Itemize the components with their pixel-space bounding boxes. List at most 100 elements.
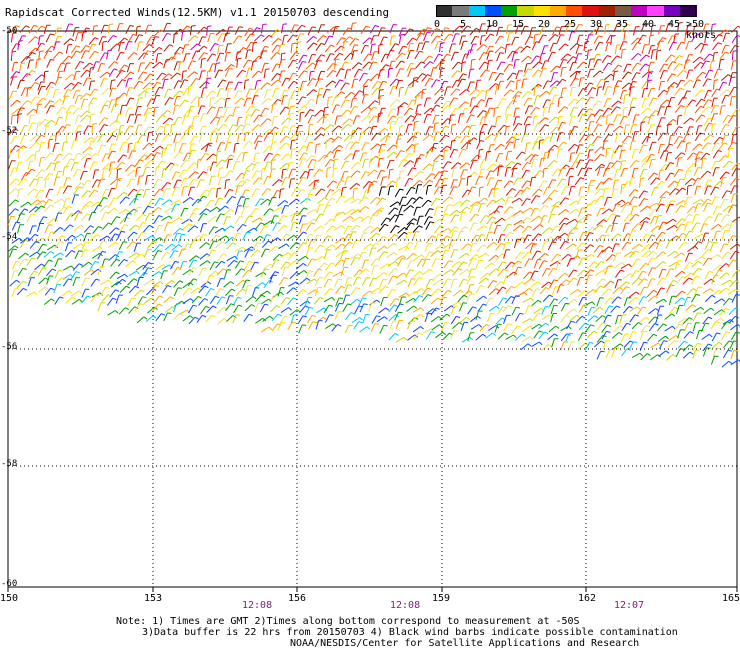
wind-barb [550,65,558,73]
wind-barb [478,252,487,259]
wind-barb [162,79,165,89]
wind-barb [430,67,434,77]
wind-barb [37,267,44,276]
wind-barb-flag [219,167,224,169]
wind-barb [38,216,44,225]
wind-barb [107,207,115,215]
wind-barb [187,213,194,222]
wind-barb [332,168,335,178]
wind-barb-flag [102,240,107,243]
wind-barb [81,190,88,198]
wind-barb-flag [440,67,445,70]
wind-barb [594,285,601,294]
wind-barb-flag [329,151,334,154]
wind-barb-flag [457,70,462,73]
wind-barb-flag [564,43,569,47]
wind-barb [108,162,112,172]
wind-barb [270,79,279,87]
wind-barb-flag [501,61,506,64]
wind-barb [457,231,461,241]
wind-barb-flag [122,154,127,157]
wind-barb-flag [702,256,706,260]
wind-barb-flag [574,143,579,147]
wind-barb [352,216,361,223]
wind-barb [585,289,594,296]
wind-barb [729,96,733,106]
wind-barb [277,287,282,297]
wind-barb-flag [456,88,461,91]
wind-barb-flag [447,289,452,293]
wind-barb [650,187,655,197]
wind-barb-flag [345,160,350,163]
wind-barb [631,37,639,45]
wind-barb-flag [354,257,359,259]
wind-barb-flag [459,25,464,29]
wind-barb [251,188,257,198]
wind-barb [595,115,602,124]
wind-barb-flag [402,159,408,161]
wind-barb [485,98,489,108]
wind-barb [569,153,572,163]
wind-barb [376,245,385,253]
wind-barb-flag [402,45,408,48]
wind-barb [478,277,487,285]
wind-barb [466,114,472,124]
wind-barb-flag [392,275,397,278]
wind-barb-flag [306,300,311,304]
wind-barb [659,63,665,73]
wind-barb-flag [95,152,100,156]
wind-barb [226,159,230,169]
wind-barb-flag [306,277,311,281]
wind-barb [306,278,315,285]
wind-barb-flag [621,199,626,204]
wind-barb [153,244,161,252]
wind-barb [118,241,124,251]
wind-barb [549,279,555,289]
wind-barb [163,89,169,98]
wind-barb [235,250,240,260]
wind-barb [182,223,190,231]
wind-barb [612,203,617,213]
wind-barb [307,258,313,267]
wind-barb [289,211,299,217]
wind-barb [343,196,352,203]
wind-barb-flag [221,241,226,245]
wind-barb-flag [48,198,53,202]
wind-barb [422,134,431,142]
wind-barb-flag [152,288,157,291]
wind-barb [620,49,623,59]
wind-barb [380,176,384,186]
wind-barb-flag [338,278,343,281]
wind-barb [539,53,542,63]
wind-barb-flag [634,189,639,192]
wind-barb-flag [443,170,448,173]
wind-barb-flag [104,211,109,214]
wind-barb [469,201,478,208]
wind-barb-flag [672,41,677,44]
wind-barb [44,287,52,296]
wind-barb-flag [204,298,209,301]
wind-barb-flag [454,226,459,229]
wind-barb [17,148,20,158]
wind-barb [701,198,708,207]
wind-barb-flag [680,178,685,181]
wind-barb [404,242,410,252]
wind-barb [460,141,468,150]
wind-barb [98,197,105,206]
wind-barb [235,268,242,276]
wind-barb [358,206,366,213]
wind-barb-flag [483,52,488,55]
wind-barb-flag [471,124,476,127]
wind-barb [125,87,130,97]
wind-barb-flag [135,285,140,289]
wind-barb [56,106,63,115]
wind-barb-flag [277,98,282,102]
wind-barb [406,218,414,226]
wind-barb [388,275,394,285]
wind-barb [541,227,550,234]
wind-barb-flag [482,244,487,247]
wind-barb-flag [358,68,363,71]
wind-barb-flag [536,288,541,291]
wind-barb [242,59,249,68]
wind-barb [638,296,644,305]
